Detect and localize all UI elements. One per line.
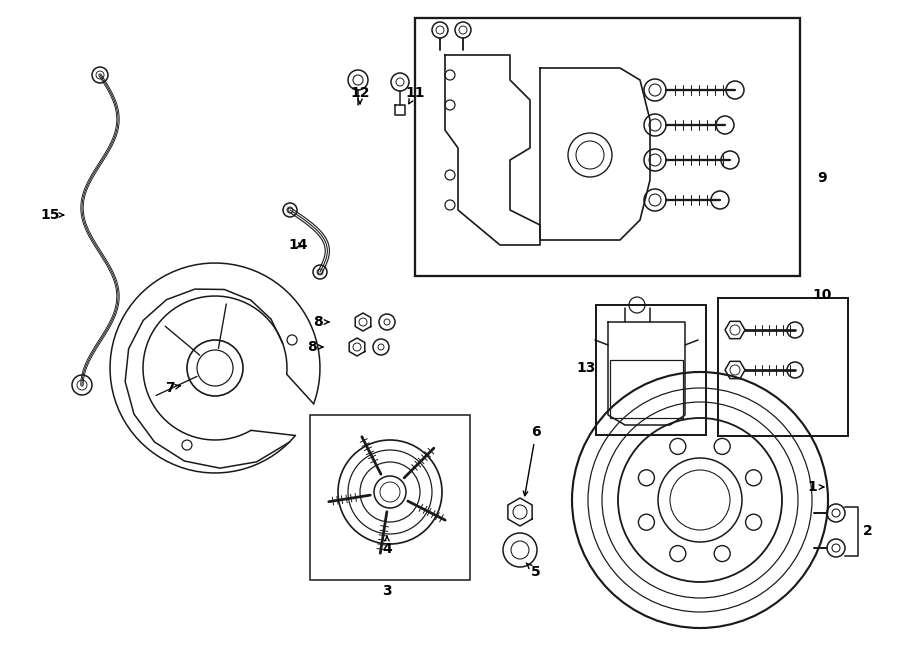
Text: 3: 3 <box>382 584 392 598</box>
Text: 12: 12 <box>350 86 370 104</box>
Text: 1: 1 <box>807 480 824 494</box>
Text: 4: 4 <box>382 536 392 556</box>
Text: 13: 13 <box>576 361 596 375</box>
Text: 5: 5 <box>526 563 541 579</box>
Text: 15: 15 <box>40 208 64 222</box>
Text: 9: 9 <box>817 171 827 185</box>
Bar <box>718 298 848 436</box>
Bar <box>310 415 470 580</box>
Text: 14: 14 <box>288 238 308 252</box>
Text: 8: 8 <box>307 340 323 354</box>
Text: 6: 6 <box>523 425 541 496</box>
Text: 10: 10 <box>813 288 832 302</box>
Text: 7: 7 <box>166 381 181 395</box>
Bar <box>596 305 706 435</box>
Text: 2: 2 <box>863 524 873 538</box>
Text: 8: 8 <box>313 315 328 329</box>
Bar <box>610 360 683 418</box>
Bar <box>415 18 800 276</box>
Text: 11: 11 <box>405 86 425 104</box>
